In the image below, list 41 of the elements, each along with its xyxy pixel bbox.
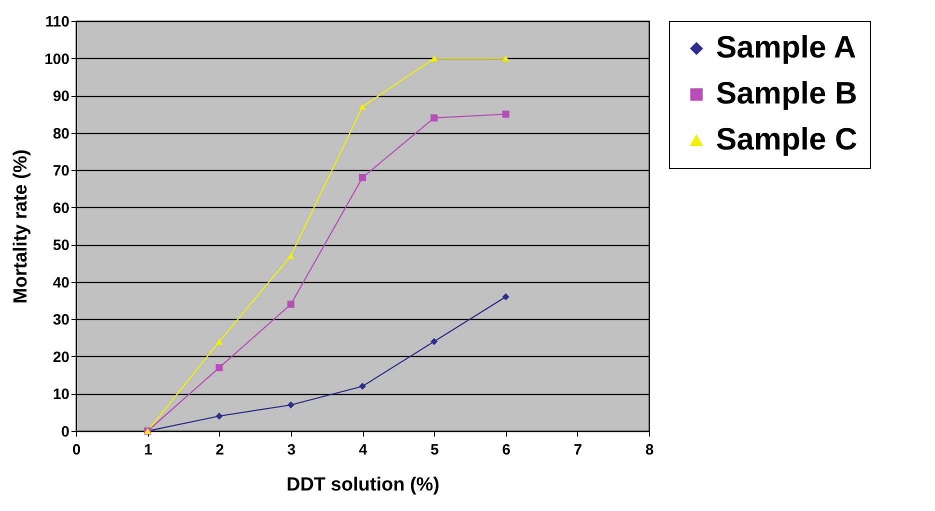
point xyxy=(430,55,438,62)
x-tick-label: 8 xyxy=(645,442,654,458)
point xyxy=(358,174,366,182)
point xyxy=(430,114,438,122)
legend-label: Sample B xyxy=(716,76,858,110)
x-tick-label: 2 xyxy=(216,442,224,458)
point xyxy=(358,104,366,110)
point xyxy=(287,252,294,259)
x-tick-label: 5 xyxy=(430,442,439,458)
x-tick-label: 6 xyxy=(502,442,510,458)
x-tick-label: 3 xyxy=(287,442,296,458)
y-tick-label: 0 xyxy=(61,424,70,440)
x-axis-title: DDT solution (%) xyxy=(286,474,440,496)
x-tick-label: 1 xyxy=(144,442,152,458)
y-tick-label: 20 xyxy=(52,348,70,366)
point xyxy=(287,300,294,308)
y-tick-label: 30 xyxy=(52,312,70,329)
legend-label: Sample A xyxy=(716,30,856,64)
point xyxy=(216,412,223,420)
y-tick-label: 110 xyxy=(45,14,70,30)
x-tick-label: 4 xyxy=(358,442,368,458)
point xyxy=(502,55,510,62)
y-tick-label: 40 xyxy=(52,274,70,292)
y-tick-label: 100 xyxy=(44,50,70,68)
y-tick-label: 90 xyxy=(52,88,70,106)
y-tick-label: 80 xyxy=(52,125,70,142)
x-tick-label: 7 xyxy=(574,442,582,458)
point xyxy=(216,338,223,345)
y-tick-label: 60 xyxy=(52,200,70,217)
point xyxy=(358,382,366,390)
point xyxy=(502,110,510,118)
legend-label: Sample C xyxy=(716,122,858,156)
point xyxy=(287,401,294,408)
y-tick-label: 10 xyxy=(52,386,70,404)
point xyxy=(216,364,223,372)
y-axis-title: Mortality rate (%) xyxy=(10,149,32,304)
y-tick-label: 70 xyxy=(52,162,70,180)
point xyxy=(502,293,510,300)
y-tick-label: 50 xyxy=(52,237,70,254)
x-tick-label: 0 xyxy=(72,442,81,458)
point xyxy=(430,338,438,346)
